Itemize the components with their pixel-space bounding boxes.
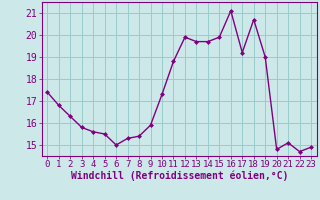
X-axis label: Windchill (Refroidissement éolien,°C): Windchill (Refroidissement éolien,°C) [70,171,288,181]
